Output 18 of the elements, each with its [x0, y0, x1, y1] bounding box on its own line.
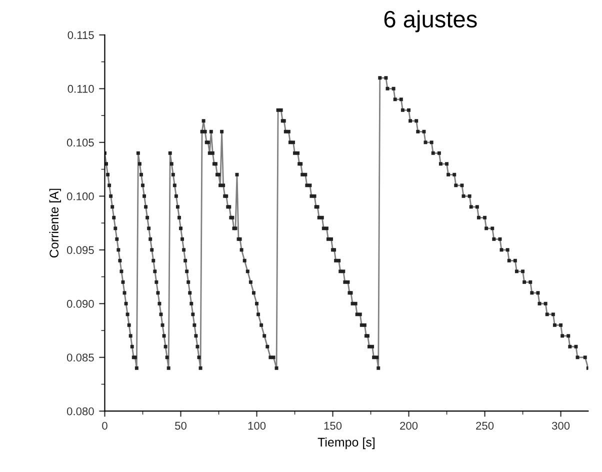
- y-tick-label: 0.115: [68, 31, 94, 40]
- x-tick-label: 0: [102, 422, 108, 430]
- chart-title: 6 ajustes: [384, 10, 477, 32]
- x-tick-label: 150: [324, 422, 342, 430]
- x-axis-title: Tiempo [s]: [318, 437, 375, 450]
- y-tick-label: 0.080: [66, 407, 94, 416]
- y-axis-title: Corriente [A]: [49, 188, 61, 258]
- x-tick-label: 250: [476, 422, 494, 430]
- x-tick-label: 300: [552, 422, 570, 430]
- y-tick-label: 0.085: [66, 354, 94, 362]
- x-tick-label: 100: [248, 422, 266, 430]
- y-tick-label: 0.100: [66, 192, 94, 200]
- x-tick-label: 200: [400, 422, 418, 430]
- y-tick-label: 0.105: [66, 138, 94, 147]
- x-tick-label: 50: [175, 422, 186, 430]
- y-tick-label: 0.095: [66, 246, 94, 254]
- y-tick-label: 0.110: [68, 84, 94, 93]
- y-tick-label: 0.090: [66, 300, 94, 308]
